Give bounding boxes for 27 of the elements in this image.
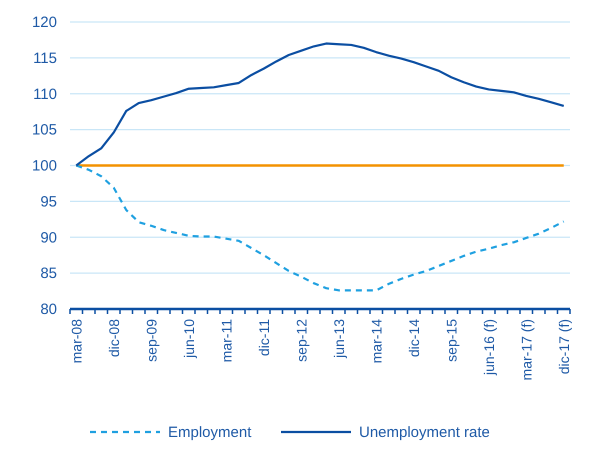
line-series xyxy=(75,164,565,292)
x-tick-label: sep-12 xyxy=(293,318,310,362)
x-tick-label: sep-15 xyxy=(443,318,460,362)
x-tick-label: dic-14 xyxy=(406,318,422,358)
y-tick-label: 85 xyxy=(40,265,57,282)
x-tick-label: jun-10 xyxy=(180,318,197,359)
x-tick-label: mar-17 (f) xyxy=(518,319,534,380)
y-tick-label: 80 xyxy=(40,301,57,318)
y-tick-label: 105 xyxy=(32,122,57,139)
x-tick-label: dic-17 (f) xyxy=(556,319,572,374)
legend-label: Unemployment rate xyxy=(359,424,490,441)
y-tick-label: 110 xyxy=(33,86,57,103)
y-tick-label: 100 xyxy=(32,158,57,174)
legend-label: Employment xyxy=(168,424,252,441)
x-tick-label: sep-09 xyxy=(143,318,160,362)
y-tick-label: 95 xyxy=(40,193,57,210)
x-tick-label: mar-11 xyxy=(218,318,234,362)
y-tick-label: 120 xyxy=(32,14,57,31)
x-tick-label: jun-16 (f) xyxy=(480,319,497,376)
x-tick-label: dic-11 xyxy=(256,318,272,356)
x-tick-label: dic-08 xyxy=(106,318,122,358)
x-tick-label: jun-13 xyxy=(330,318,347,359)
y-tick-label: 115 xyxy=(33,50,57,67)
y-tick-label: 90 xyxy=(40,229,57,246)
line-series xyxy=(75,42,565,167)
x-tick-label: mar-14 xyxy=(368,318,384,364)
x-tick-label: mar-08 xyxy=(68,318,84,364)
